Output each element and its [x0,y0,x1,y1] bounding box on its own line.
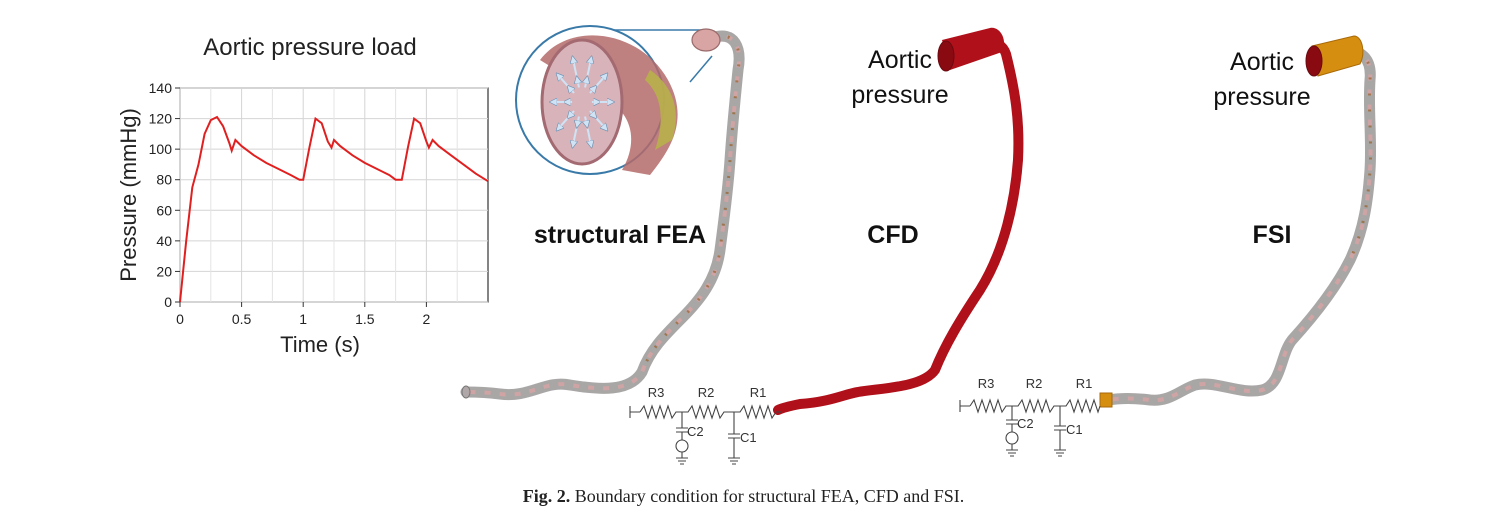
pressure-arrow [588,128,591,145]
fsi-capacitor-c1 [1054,406,1066,457]
pressure-arrow [559,117,569,128]
fsi-label-c2: C2 [1017,416,1034,431]
fsi-label-c1: C1 [1066,422,1083,437]
x-ticks: 0 0.5 1 1.5 2 [176,302,431,327]
fsi-inlet-cap [1305,45,1323,77]
fsi-outlet-cap [1099,392,1113,408]
cfd-vessel [773,35,1024,415]
cfd-ground-left [629,406,640,418]
fsi-label-r2: R2 [1026,376,1043,391]
x-axis-label: Time (s) [280,332,360,357]
cfd-label-r2: R2 [698,385,715,400]
pressure-arrow [588,59,591,76]
fsi-vessel-highlight [1107,49,1373,403]
cfd-capacitor-c1 [728,412,740,465]
label-structural-fea: structural FEA [534,221,706,249]
fsi-resistor-r2 [1012,398,1060,414]
x-tick-label: 1.5 [355,311,375,327]
y-tick-label: 60 [156,202,172,218]
fsi-label-r3: R3 [978,376,995,391]
pressure-arrow [573,128,576,145]
pressure-arrow [577,79,579,88]
cfd-source-symbol [675,439,689,453]
caption-label: Fig. 2. [522,486,571,506]
pressure-arrow [570,88,574,93]
fsi-panel: Aortic pressure FSI [1099,35,1377,408]
inset-plaque [645,70,676,150]
pressure-arrow [590,111,594,116]
y-tick-label: 40 [156,233,172,249]
pressure-arrow [585,116,587,125]
label-cfd: CFD [867,221,918,249]
fsi-label-r1: R1 [1076,376,1093,391]
cfd-panel: Aortic pressure CFD [773,27,1024,415]
windkessel-circuit-fsi: R3 R2 R1 C2 C1 [959,376,1101,457]
x-tick-label: 0.5 [232,311,252,327]
pressure-arrow [585,79,587,88]
fsi-inlet-tube [1311,35,1364,77]
pressure-arrow [559,76,569,87]
fsi-source-symbol [1005,431,1019,445]
cfd-label-c1: C1 [740,430,757,445]
pressure-arrow [595,76,606,87]
cfd-label-r3: R3 [648,385,665,400]
x-tick-label: 0 [176,311,184,327]
y-tick-label: 20 [156,263,172,279]
fsi-capacitor-c2 [1006,406,1018,432]
inset-connector-bottom [689,55,713,83]
chart-title: Aortic pressure load [203,34,416,61]
cfd-inlet-label-line2: pressure [851,81,948,109]
fea-inlet-cap [691,28,721,52]
chart-grid [179,87,488,303]
y-tick-label: 0 [164,294,172,310]
y-ticks: 0 20 40 60 80 100 120 140 [149,80,180,310]
cfd-inlet-tube [942,27,1005,71]
pressure-arrow [570,111,574,116]
pressure-arrow [573,59,576,76]
fea-outlet-cap [461,385,471,399]
pressure-arrow [590,88,594,93]
fsi-resistor-r1 [1060,398,1101,414]
cfd-resistor-r1 [734,404,782,420]
fea-vessel-highlight [465,34,741,397]
pressure-series-line [179,115,489,303]
label-fsi: FSI [1253,221,1292,249]
y-tick-label: 120 [149,111,173,127]
inset-lumen-face [540,38,624,166]
inset-pressure-arrows [553,59,611,144]
pressure-chart: Aortic pressure load 020406080100120140 … [116,34,489,357]
fea-inlet-inset [515,25,678,175]
pressure-arrow [577,116,579,125]
fsi-ground-left [959,400,970,412]
cfd-label-r1: R1 [750,385,767,400]
y-tick-label: 140 [149,80,173,96]
fsi-ground-c2 [1006,444,1018,457]
x-tick-label: 2 [423,311,431,327]
fsi-inlet-label-line1: Aortic [1230,48,1294,76]
x-tick-label: 1 [299,311,307,327]
cfd-resistor-r2 [682,404,734,420]
structural-fea-panel: structural FEA [460,25,745,401]
cfd-inlet-cap [937,40,955,72]
fsi-inlet-label-line2: pressure [1213,83,1310,111]
cfd-ground-c2 [676,452,688,465]
cfd-resistor-r3 [639,404,682,420]
windkessel-circuit-cfd: R3 R2 R1 C2 C1 [629,385,782,465]
y-axis-label: Pressure (mmHg) [116,108,141,282]
cfd-inlet-label-line1: Aortic [868,46,932,74]
caption-text: Boundary condition for structural FEA, C… [574,486,965,506]
fsi-resistor-r3 [969,398,1012,414]
y-tick-label: 80 [156,172,172,188]
pressure-arrow [595,117,606,128]
cfd-label-c2: C2 [687,424,704,439]
figure-caption: Fig. 2. Boundary condition for structura… [0,486,1487,507]
y-tick-label: 100 [149,141,173,157]
cfd-capacitor-c2 [676,412,688,440]
